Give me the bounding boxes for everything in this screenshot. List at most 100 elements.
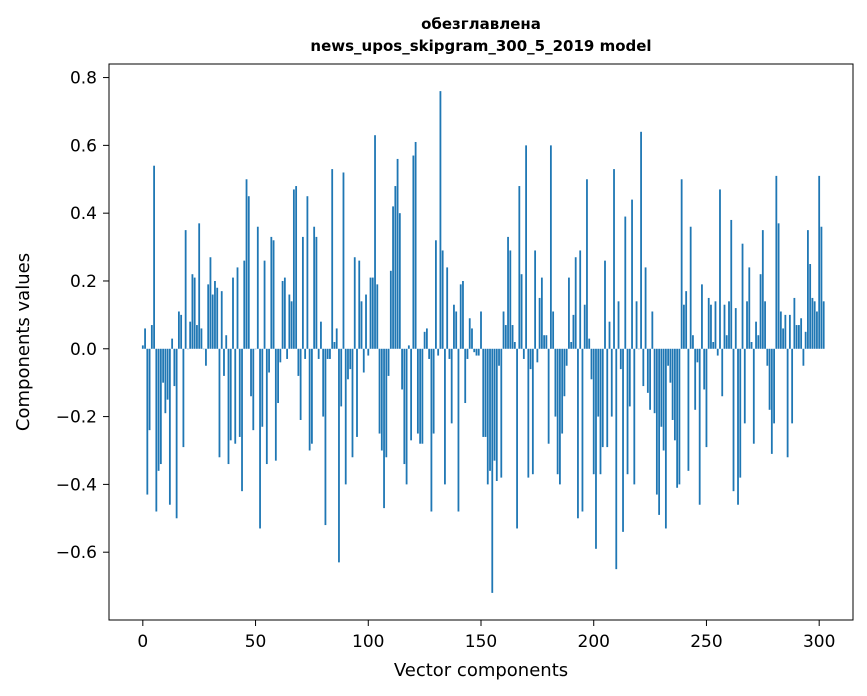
- bar: [646, 348, 649, 393]
- bar: [209, 257, 212, 349]
- bar: [412, 155, 415, 349]
- bar: [369, 277, 372, 349]
- bar: [804, 331, 807, 349]
- bar: [446, 267, 449, 349]
- bar: [423, 331, 426, 349]
- bar: [340, 348, 343, 407]
- bar: [378, 348, 381, 434]
- x-axis-ticks: 0 50 100 150 200 250 300: [137, 620, 835, 652]
- bar: [245, 179, 248, 349]
- bar: [770, 348, 773, 454]
- bar: [549, 145, 552, 349]
- bar: [196, 325, 198, 349]
- bar: [759, 274, 762, 349]
- bar: [714, 301, 717, 349]
- bar: [227, 348, 230, 465]
- bar: [216, 287, 219, 349]
- bar: [750, 342, 753, 349]
- bar: [437, 348, 440, 356]
- bar: [232, 277, 234, 349]
- bar: [491, 348, 494, 593]
- bar: [263, 260, 266, 349]
- bar: [538, 297, 541, 349]
- bar: [394, 186, 397, 349]
- bar: [624, 216, 627, 349]
- bar: [450, 348, 453, 424]
- y-tick-label: 0.4: [70, 204, 97, 224]
- bar: [421, 348, 424, 444]
- bar: [795, 325, 798, 349]
- bar: [281, 280, 284, 349]
- bar: [351, 348, 354, 458]
- bar: [698, 348, 701, 505]
- bar: [692, 335, 694, 349]
- bar: [687, 348, 690, 471]
- bar: [509, 250, 512, 349]
- bar: [610, 348, 613, 417]
- bar: [317, 348, 320, 359]
- bar: [175, 348, 178, 519]
- bar: [694, 348, 697, 410]
- bar: [425, 328, 428, 349]
- y-tick-label: −0.4: [56, 475, 97, 495]
- y-tick-label: −0.2: [56, 408, 97, 428]
- bar: [292, 189, 295, 349]
- y-tick-label: 0.6: [70, 136, 97, 156]
- bar: [324, 348, 327, 526]
- bar: [617, 301, 620, 349]
- bar: [189, 321, 192, 349]
- bar: [297, 348, 300, 376]
- bar: [290, 301, 293, 349]
- bar: [816, 311, 818, 349]
- bar: [333, 342, 336, 349]
- bar: [407, 345, 410, 349]
- bar: [141, 345, 144, 349]
- bar: [820, 226, 823, 349]
- bar: [696, 348, 699, 363]
- bar: [157, 348, 160, 471]
- x-tick-label: 200: [578, 632, 610, 652]
- bar: [809, 264, 812, 349]
- bar: [223, 348, 225, 376]
- bar: [353, 257, 356, 349]
- bar: [313, 226, 316, 349]
- bar: [581, 348, 584, 512]
- bar: [439, 91, 442, 349]
- bar: [606, 348, 609, 448]
- bar: [259, 348, 261, 529]
- bar: [385, 348, 388, 458]
- bar: [220, 291, 223, 349]
- bar: [277, 348, 279, 404]
- bar: [673, 348, 676, 441]
- bar: [619, 348, 622, 370]
- y-axis-ticks: 0.8 0.6 0.4 0.2 0.0 −0.2 −0.4 −0.6: [56, 69, 109, 563]
- bar: [283, 277, 286, 349]
- bar: [716, 348, 719, 356]
- bar: [667, 348, 670, 366]
- bar: [270, 236, 273, 349]
- bar: [761, 230, 764, 349]
- bar: [205, 348, 207, 366]
- bar: [455, 311, 458, 349]
- bar: [211, 294, 214, 349]
- bar: [462, 280, 464, 349]
- bar: [182, 348, 185, 448]
- bar: [513, 342, 516, 349]
- bar: [723, 304, 726, 349]
- bar: [489, 348, 491, 471]
- bar: [184, 230, 187, 349]
- bar: [775, 175, 778, 349]
- bar: [712, 342, 715, 349]
- bar: [755, 321, 757, 349]
- x-axis-label: Vector components: [394, 660, 568, 681]
- bar: [150, 325, 153, 349]
- bar: [146, 348, 149, 495]
- x-tick-label: 250: [690, 632, 722, 652]
- bar: [710, 304, 712, 349]
- x-tick-label: 100: [352, 632, 384, 652]
- bar: [218, 348, 221, 458]
- bar: [592, 348, 595, 475]
- bar: [680, 179, 683, 349]
- bar: [777, 223, 780, 349]
